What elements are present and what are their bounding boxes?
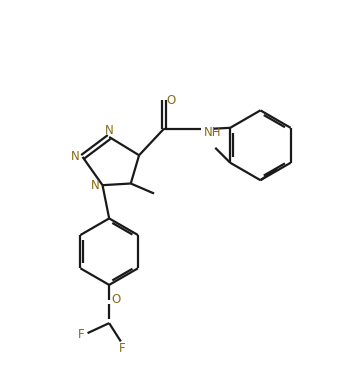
Text: N: N	[91, 179, 100, 192]
Text: N: N	[105, 124, 114, 137]
Text: N: N	[71, 150, 80, 163]
Text: F: F	[78, 328, 84, 341]
Text: O: O	[167, 94, 176, 107]
Text: F: F	[119, 342, 126, 355]
Text: O: O	[112, 293, 121, 307]
Text: NH: NH	[204, 126, 221, 139]
